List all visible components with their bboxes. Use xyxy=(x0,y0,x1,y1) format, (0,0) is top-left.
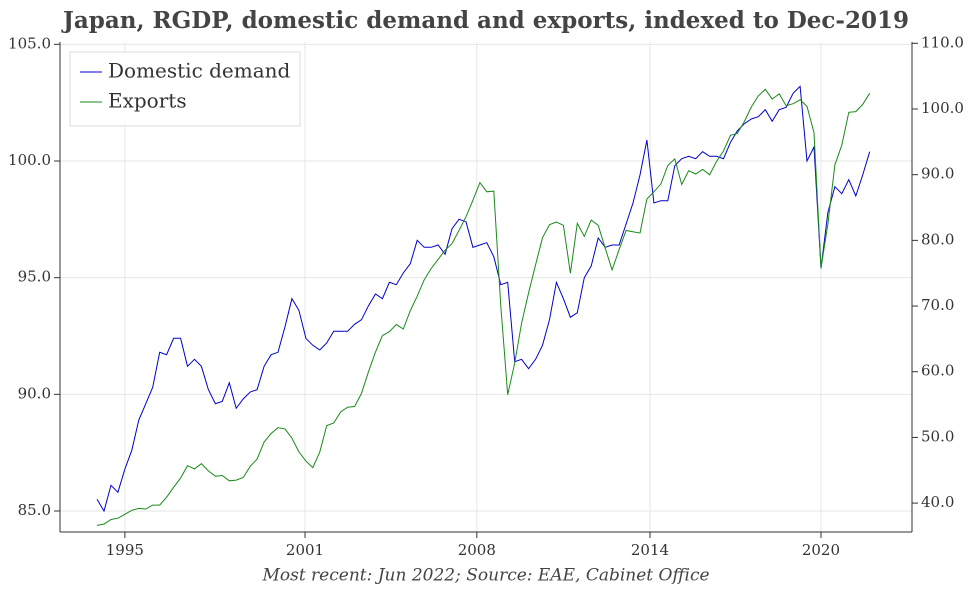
y2-tick-label: 80.0 xyxy=(921,230,954,248)
y-tick-label: 95.0 xyxy=(18,268,51,286)
y2-tick-label: 40.0 xyxy=(921,493,954,511)
y2-tick-label: 60.0 xyxy=(921,362,954,380)
line xyxy=(96,85,871,513)
caption: Most recent: Jun 2022; Source: EAE, Cabi… xyxy=(261,566,709,586)
y-tick-label: 90.0 xyxy=(18,384,51,402)
legend-box xyxy=(69,51,301,127)
y2-tick-label: 70.0 xyxy=(921,296,954,314)
y2-tick-label: 90.0 xyxy=(921,165,954,183)
legend-label: Exports xyxy=(108,89,187,113)
x-tick-label: 2008 xyxy=(458,541,496,559)
x-tick-label: 2014 xyxy=(631,541,669,559)
y2-tick-label: 50.0 xyxy=(921,427,954,445)
x-tick-label: 1995 xyxy=(106,541,144,559)
line xyxy=(96,88,871,526)
x-tick-label: 2001 xyxy=(286,541,324,559)
y2-tick-label: 110.0 xyxy=(921,33,964,51)
legend-label: Domestic demand xyxy=(108,59,291,83)
y-tick-label: 85.0 xyxy=(18,501,51,519)
y-tick-label: 105.0 xyxy=(8,34,51,52)
y-tick-label: 100.0 xyxy=(8,151,51,169)
y2-tick-label: 100.0 xyxy=(921,99,964,117)
x-tick-label: 2020 xyxy=(802,541,840,559)
chart-title: Japan, RGDP, domestic demand and exports… xyxy=(61,7,909,34)
